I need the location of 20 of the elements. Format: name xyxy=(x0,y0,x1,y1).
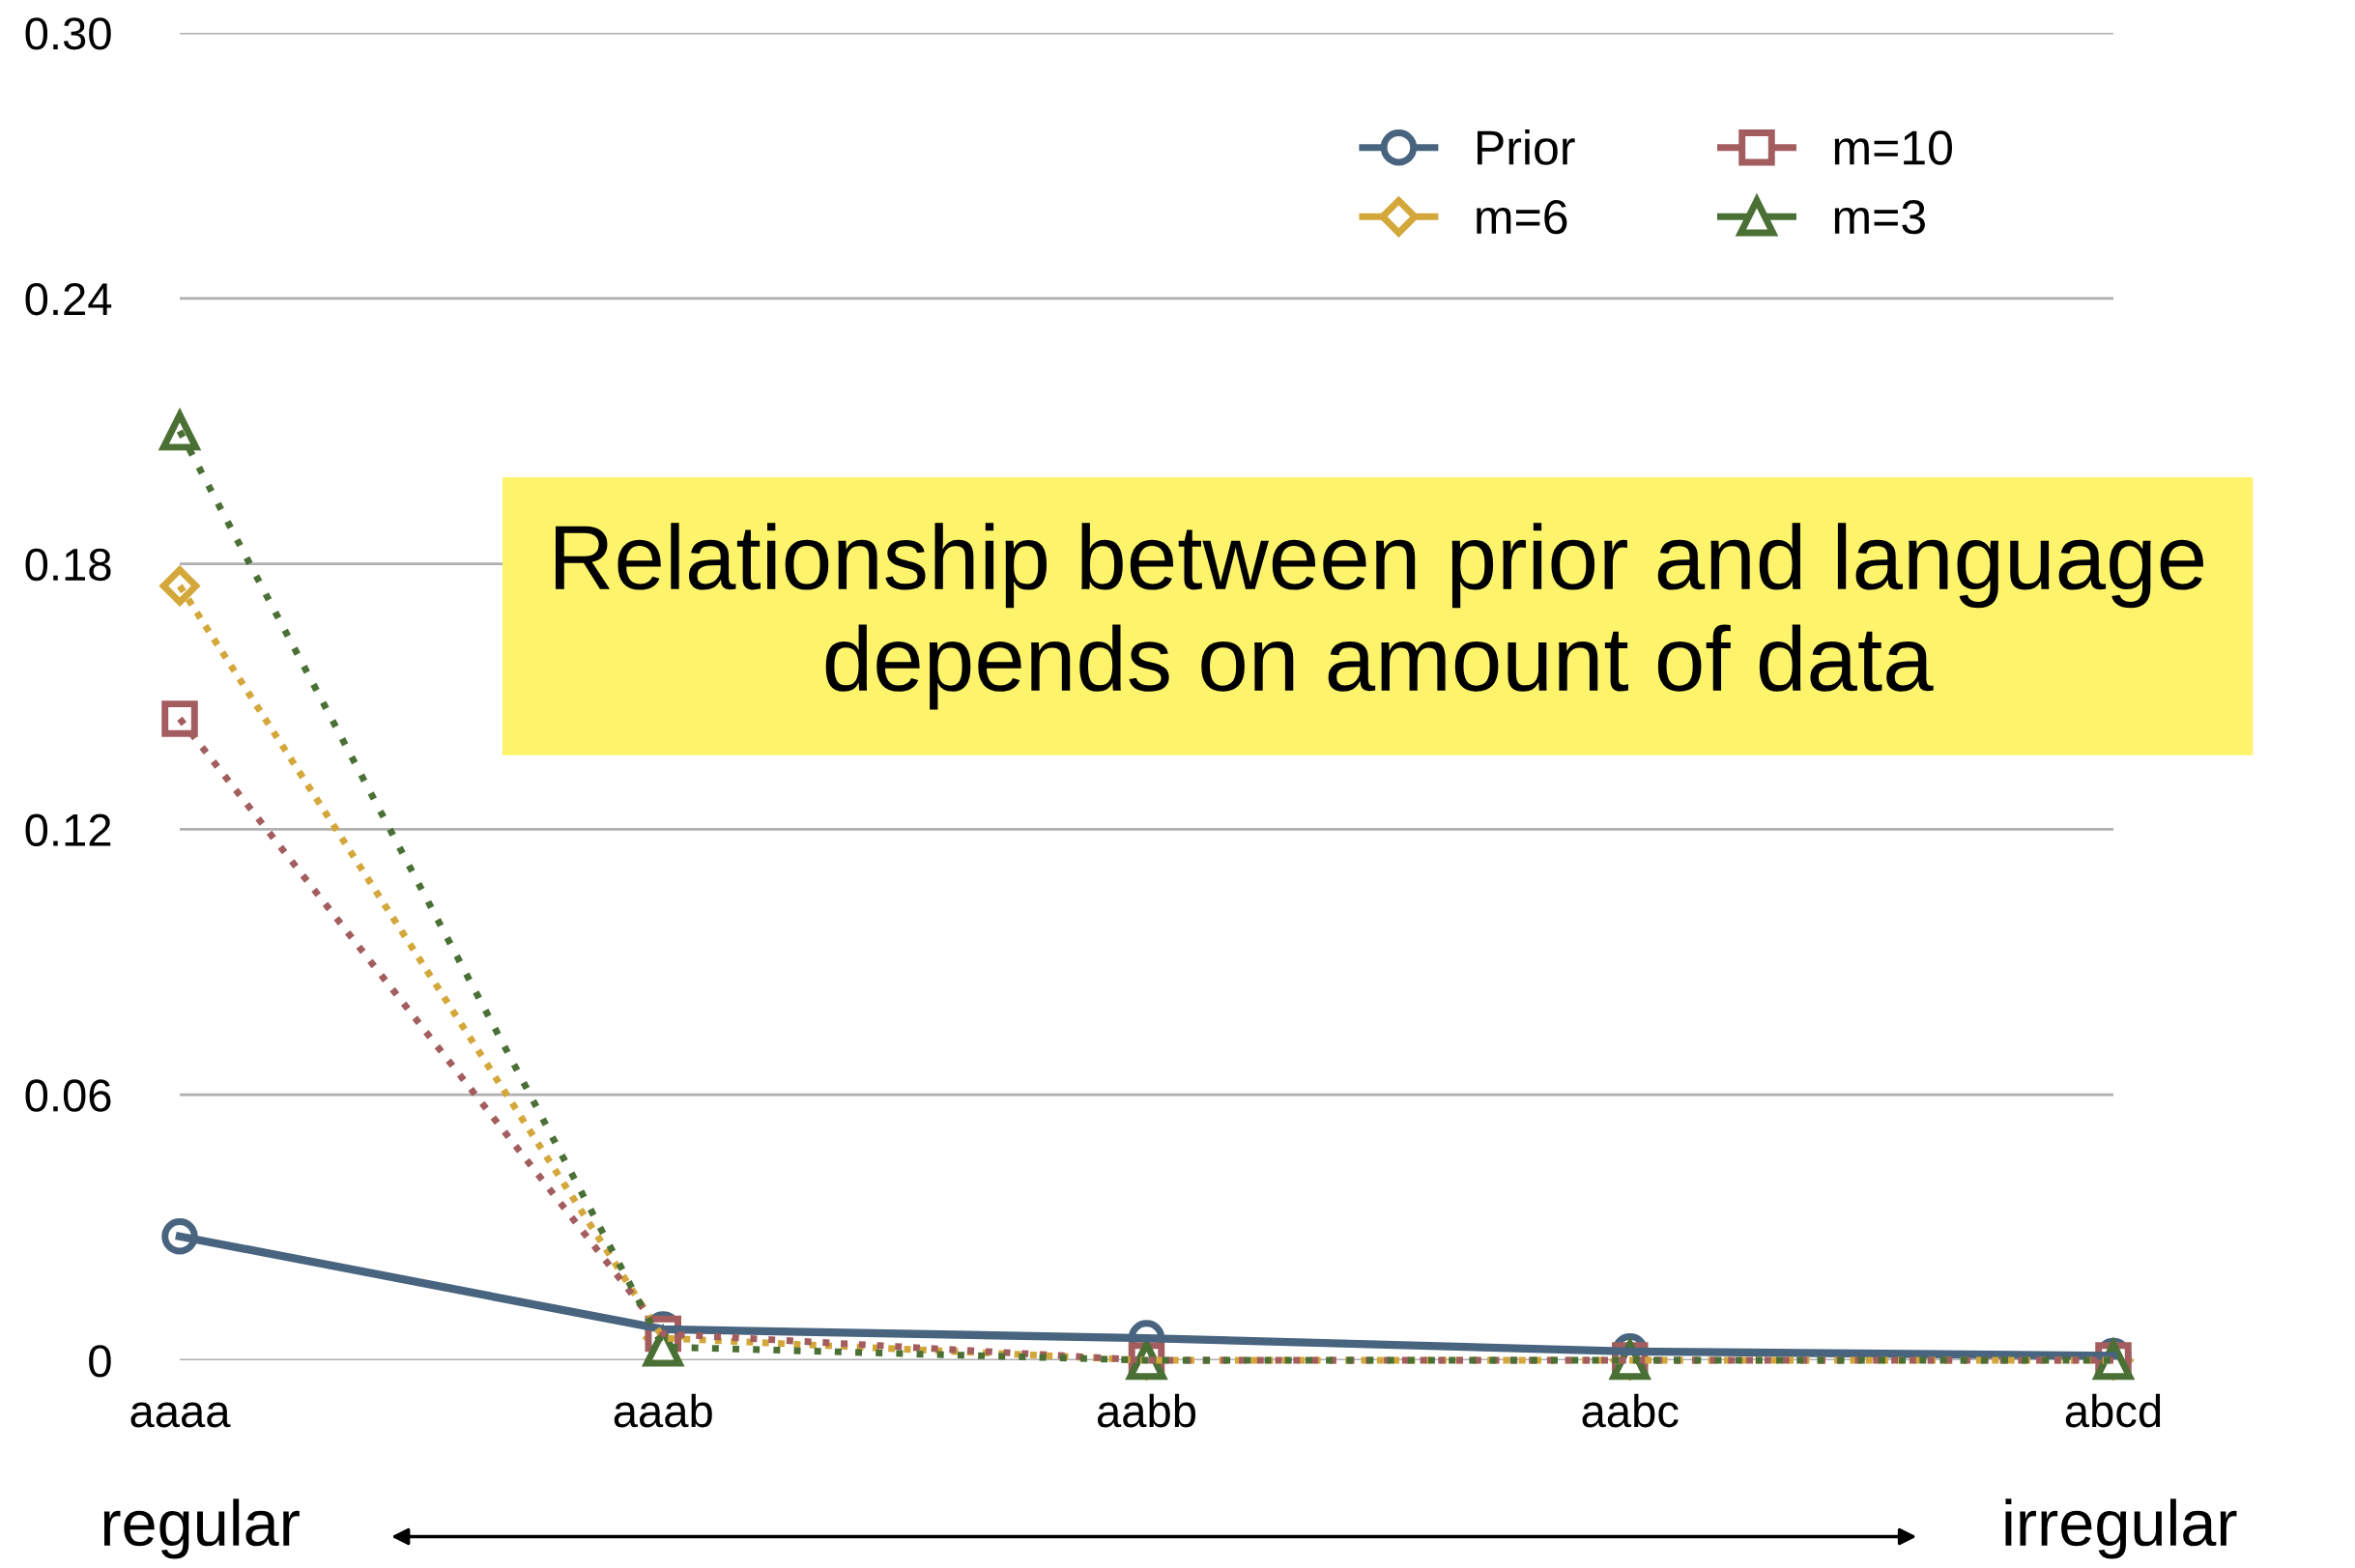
text: regular xyxy=(103,1498,300,1559)
legend-label: m=3 xyxy=(1834,199,1925,235)
x-tick-label: aabb xyxy=(1097,1393,1196,1428)
point xyxy=(161,700,198,737)
y-tick-label: 0.18 xyxy=(25,548,111,582)
legend-label: Prior xyxy=(1478,128,1575,165)
y-tick-label: 0.30 xyxy=(25,17,111,50)
x-tick-label: abcd xyxy=(2065,1393,2161,1428)
legend-label: m=10 xyxy=(1834,130,1952,165)
x-tick-label: aabc xyxy=(1582,1393,1679,1428)
point xyxy=(159,566,200,606)
annotation: Relationship between prior and language depends on amount of data xyxy=(555,523,2203,710)
y-tick-label: 0.24 xyxy=(25,282,112,316)
x-tick-label: aaab xyxy=(614,1393,712,1428)
y-tick-label: 0 xyxy=(89,1345,111,1378)
y-tick-label: 0.06 xyxy=(25,1079,111,1112)
x-tick-label: aaaa xyxy=(130,1402,231,1428)
y-tick-label: 0.12 xyxy=(25,813,111,846)
text: irregular xyxy=(2005,1498,2237,1559)
legend-label: m=6 xyxy=(1477,199,1567,235)
